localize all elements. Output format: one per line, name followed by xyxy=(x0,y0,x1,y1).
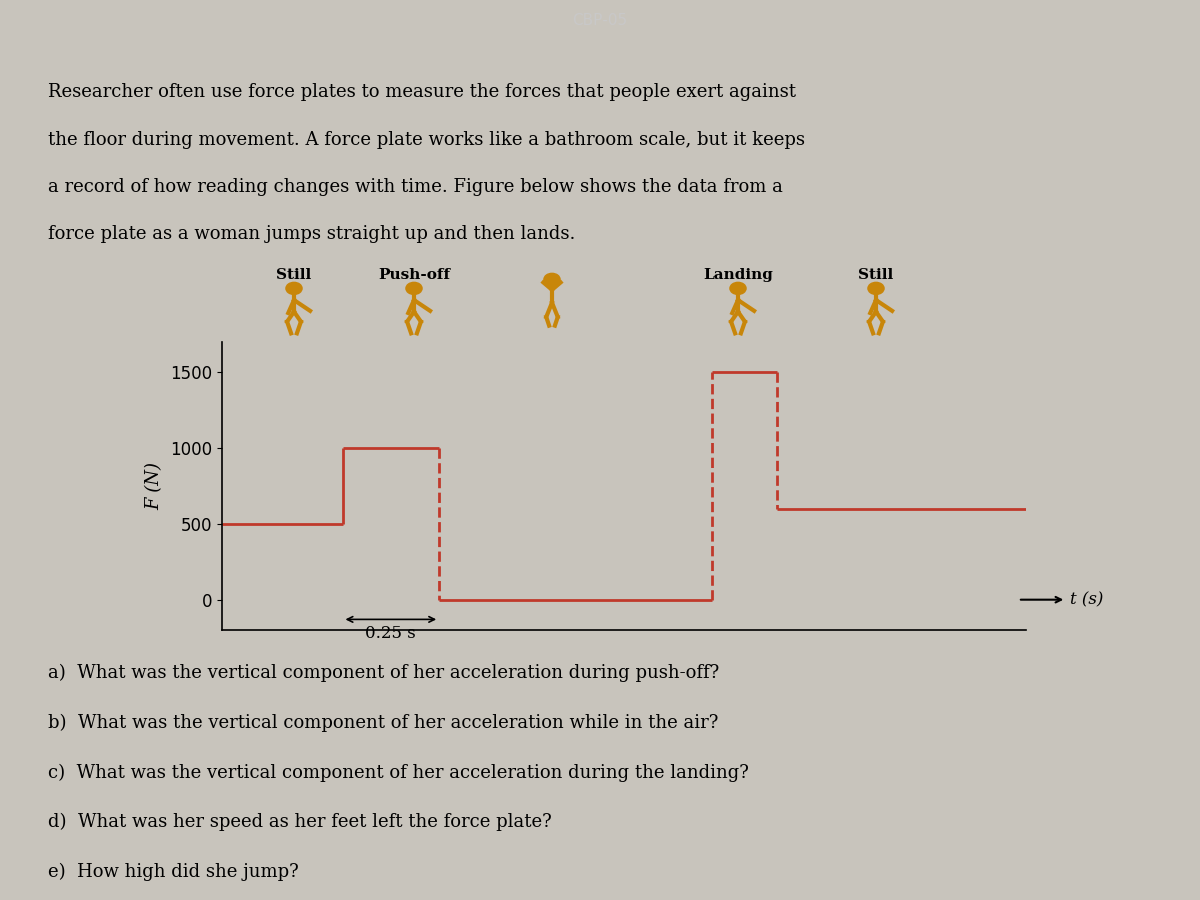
Text: Researcher often use force plates to measure the forces that people exert agains: Researcher often use force plates to mea… xyxy=(48,84,796,102)
Text: a record of how reading changes with time. Figure below shows the data from a: a record of how reading changes with tim… xyxy=(48,178,782,196)
Text: In air: In air xyxy=(528,397,576,411)
Text: t (s): t (s) xyxy=(1070,591,1104,608)
Text: Still: Still xyxy=(858,268,894,283)
Text: b)  What was the vertical component of her acceleration while in the air?: b) What was the vertical component of he… xyxy=(48,714,719,732)
Text: 0.25 s: 0.25 s xyxy=(366,626,416,643)
Text: c)  What was the vertical component of her acceleration during the landing?: c) What was the vertical component of he… xyxy=(48,763,749,781)
Text: force plate as a woman jumps straight up and then lands.: force plate as a woman jumps straight up… xyxy=(48,225,575,243)
Y-axis label: F (N): F (N) xyxy=(145,462,163,510)
Text: Still: Still xyxy=(276,268,312,283)
Text: the floor during movement. A force plate works like a bathroom scale, but it kee: the floor during movement. A force plate… xyxy=(48,130,805,148)
Text: a)  What was the vertical component of her acceleration during push-off?: a) What was the vertical component of he… xyxy=(48,663,719,682)
Text: d)  What was her speed as her feet left the force plate?: d) What was her speed as her feet left t… xyxy=(48,814,552,832)
Text: Landing: Landing xyxy=(703,268,773,283)
Text: Push-off: Push-off xyxy=(378,268,450,283)
Text: e)  How high did she jump?: e) How high did she jump? xyxy=(48,863,299,881)
Text: СВР-05: СВР-05 xyxy=(572,13,628,28)
